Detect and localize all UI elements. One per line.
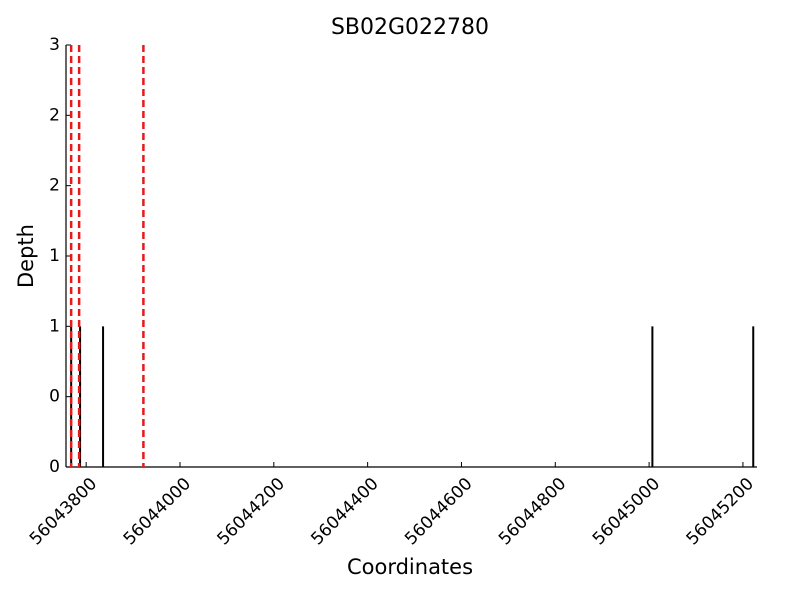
x-tick-label: 56045000 bbox=[589, 474, 664, 549]
x-tick-label: 56044600 bbox=[401, 474, 476, 549]
x-axis-label: Coordinates bbox=[347, 555, 473, 579]
y-tick-label: 3 bbox=[49, 35, 60, 55]
x-tick-label: 56043800 bbox=[26, 474, 101, 549]
x-tick-label: 56044000 bbox=[120, 474, 195, 549]
y-axis-label: Depth bbox=[14, 224, 38, 288]
y-tick-label: 1 bbox=[49, 316, 60, 336]
x-tick-label: 56045200 bbox=[683, 474, 758, 549]
y-tick-label: 0 bbox=[49, 457, 60, 477]
y-tick-label: 0 bbox=[49, 387, 60, 407]
chart-title: SB02G022780 bbox=[331, 15, 489, 40]
y-tick-label: 2 bbox=[49, 105, 60, 125]
y-tick-label: 1 bbox=[49, 246, 60, 266]
x-tick-label: 56044200 bbox=[214, 474, 289, 549]
x-tick-label: 56044400 bbox=[307, 474, 382, 549]
y-tick-label: 2 bbox=[49, 176, 60, 196]
x-tick-label: 56044800 bbox=[495, 474, 570, 549]
